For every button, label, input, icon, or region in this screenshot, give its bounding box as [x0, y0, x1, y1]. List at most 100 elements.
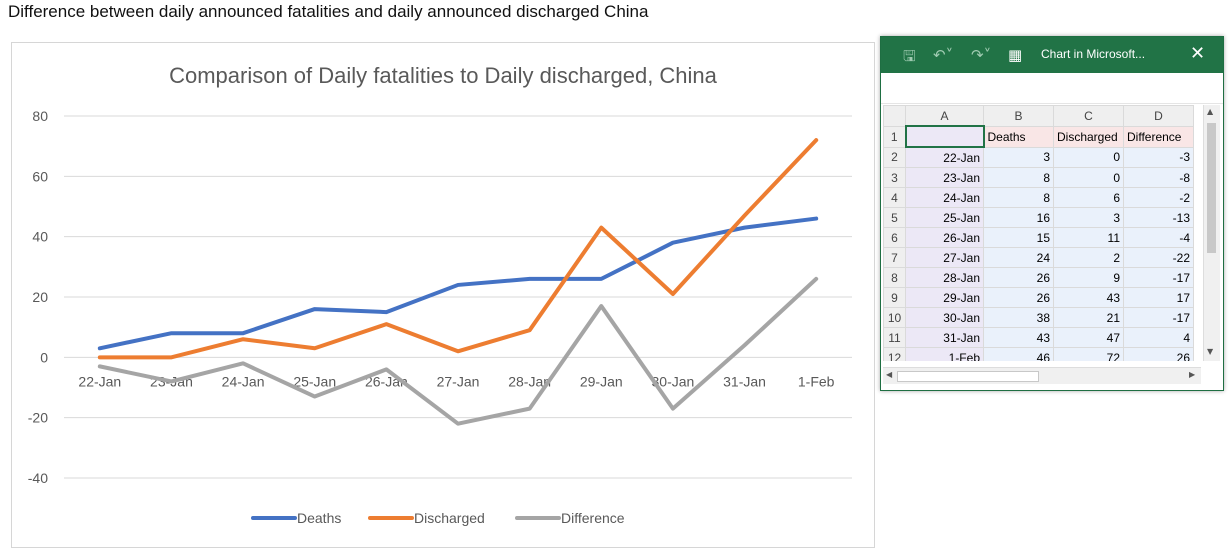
- deaths-cell[interactable]: 8: [983, 167, 1054, 188]
- discharged-cell[interactable]: 0: [1053, 146, 1124, 168]
- undo-icon[interactable]: ↶˅: [933, 46, 954, 64]
- series-line-discharged[interactable]: [97, 138, 819, 360]
- date-cell[interactable]: 29-Jan: [905, 287, 984, 308]
- row-header[interactable]: 3: [883, 167, 906, 188]
- discharged-cell[interactable]: 9: [1053, 267, 1124, 288]
- row-header[interactable]: 1: [883, 125, 906, 148]
- discharged-cell[interactable]: 11: [1053, 227, 1124, 248]
- y-tick-label: -40: [28, 470, 48, 486]
- date-cell[interactable]: 1-Feb: [905, 347, 984, 361]
- table-row: 8 28-Jan 26 9 -17: [883, 267, 1194, 288]
- date-cell[interactable]: 25-Jan: [905, 207, 984, 228]
- cell-b1[interactable]: Deaths: [983, 125, 1054, 148]
- deaths-cell[interactable]: 38: [983, 307, 1054, 328]
- close-icon[interactable]: ✕: [1190, 43, 1206, 64]
- discharged-cell[interactable]: 21: [1053, 307, 1124, 328]
- date-cell[interactable]: 24-Jan: [905, 187, 984, 208]
- scroll-left-icon[interactable]: ◀: [886, 370, 893, 379]
- difference-cell[interactable]: -3: [1123, 146, 1194, 168]
- deaths-cell[interactable]: 15: [983, 227, 1054, 248]
- cell-a1[interactable]: [904, 125, 985, 148]
- row-header[interactable]: 9: [883, 287, 906, 308]
- x-tick-label: 29-Jan: [580, 373, 623, 389]
- table-row: 5 25-Jan 16 3 -13: [883, 207, 1194, 228]
- excel-data-window[interactable]: 🖫 ↶˅ ↷˅ ▦ Chart in Microsoft... ✕ A B C …: [880, 36, 1224, 391]
- table-row: 3 23-Jan 8 0 -8: [883, 167, 1194, 188]
- row-header[interactable]: 10: [883, 307, 906, 328]
- row-header[interactable]: 12: [883, 347, 906, 361]
- difference-cell[interactable]: -13: [1123, 207, 1194, 228]
- select-all-corner[interactable]: [883, 105, 906, 127]
- table-row: 2 22-Jan 3 0 -3: [883, 146, 1194, 168]
- deaths-cell[interactable]: 26: [983, 267, 1054, 288]
- column-header-c[interactable]: C: [1053, 105, 1124, 127]
- spreadsheet-grid[interactable]: A B C D 1 Deaths Discharged Difference 2…: [883, 105, 1201, 361]
- difference-cell[interactable]: 4: [1123, 327, 1194, 348]
- date-cell[interactable]: 23-Jan: [905, 167, 984, 188]
- difference-cell[interactable]: 26: [1123, 347, 1194, 361]
- difference-cell[interactable]: 17: [1123, 287, 1194, 308]
- scroll-right-icon[interactable]: ▶: [1189, 370, 1196, 379]
- row-header[interactable]: 2: [883, 146, 906, 168]
- sheet-icon[interactable]: ▦: [1008, 46, 1023, 64]
- deaths-cell[interactable]: 8: [983, 187, 1054, 208]
- discharged-cell[interactable]: 2: [1053, 247, 1124, 268]
- deaths-cell[interactable]: 16: [983, 207, 1054, 228]
- difference-cell[interactable]: -22: [1123, 247, 1194, 268]
- scroll-up-icon[interactable]: ▲: [1207, 107, 1214, 116]
- row-header[interactable]: 7: [883, 247, 906, 268]
- discharged-cell[interactable]: 6: [1053, 187, 1124, 208]
- column-header-d[interactable]: D: [1123, 105, 1194, 127]
- date-cell[interactable]: 28-Jan: [905, 267, 984, 288]
- discharged-cell[interactable]: 0: [1053, 167, 1124, 188]
- difference-cell[interactable]: -17: [1123, 307, 1194, 328]
- difference-cell[interactable]: -8: [1123, 167, 1194, 188]
- deaths-cell[interactable]: 26: [983, 287, 1054, 308]
- y-tick-label: 80: [32, 108, 48, 124]
- deaths-cell[interactable]: 43: [983, 327, 1054, 348]
- deaths-cell[interactable]: 24: [983, 247, 1054, 268]
- save-icon[interactable]: 🖫: [903, 47, 916, 65]
- legend-label: Difference: [561, 510, 625, 526]
- table-row: 10 30-Jan 38 21 -17: [883, 307, 1194, 328]
- deaths-cell[interactable]: 3: [983, 146, 1054, 168]
- vertical-scrollbar[interactable]: ▲ ▼: [1203, 105, 1220, 361]
- vertical-scroll-thumb[interactable]: [1207, 123, 1216, 253]
- row-header[interactable]: 8: [883, 267, 906, 288]
- legend-item-difference[interactable]: Difference: [515, 510, 625, 526]
- cell-c1[interactable]: Discharged: [1053, 125, 1124, 148]
- chart-area[interactable]: Comparison of Daily fatalities to Daily …: [11, 42, 875, 548]
- date-cell[interactable]: 27-Jan: [905, 247, 984, 268]
- difference-cell[interactable]: -2: [1123, 187, 1194, 208]
- row-header[interactable]: 11: [883, 327, 906, 348]
- horizontal-scrollbar[interactable]: ◀ ▶: [883, 367, 1201, 384]
- discharged-cell[interactable]: 47: [1053, 327, 1124, 348]
- legend-item-discharged[interactable]: Discharged: [368, 510, 485, 526]
- cell-d1[interactable]: Difference: [1123, 125, 1194, 148]
- row-header[interactable]: 6: [883, 227, 906, 248]
- row-header[interactable]: 5: [883, 207, 906, 228]
- x-tick-label: 31-Jan: [723, 373, 766, 389]
- discharged-cell[interactable]: 43: [1053, 287, 1124, 308]
- discharged-cell[interactable]: 72: [1053, 347, 1124, 361]
- date-cell[interactable]: 22-Jan: [905, 146, 984, 168]
- horizontal-scroll-thumb[interactable]: [897, 371, 1039, 382]
- difference-cell[interactable]: -17: [1123, 267, 1194, 288]
- line-chart: Comparison of Daily fatalities to Daily …: [28, 63, 852, 526]
- date-cell[interactable]: 26-Jan: [905, 227, 984, 248]
- column-header-a[interactable]: A: [905, 105, 984, 127]
- x-tick-label: 1-Feb: [798, 373, 835, 389]
- legend: Deaths Discharged Difference: [251, 510, 625, 526]
- difference-cell[interactable]: -4: [1123, 227, 1194, 248]
- column-header-b[interactable]: B: [983, 105, 1054, 127]
- series-line-deaths[interactable]: [97, 216, 819, 351]
- redo-icon[interactable]: ↷˅: [971, 46, 992, 64]
- legend-item-deaths[interactable]: Deaths: [251, 510, 341, 526]
- deaths-cell[interactable]: 46: [983, 347, 1054, 361]
- scroll-down-icon[interactable]: ▼: [1207, 347, 1214, 356]
- discharged-cell[interactable]: 3: [1053, 207, 1124, 228]
- date-cell[interactable]: 31-Jan: [905, 327, 984, 348]
- date-cell[interactable]: 30-Jan: [905, 307, 984, 328]
- table-row: 7 27-Jan 24 2 -22: [883, 247, 1194, 268]
- row-header[interactable]: 4: [883, 187, 906, 208]
